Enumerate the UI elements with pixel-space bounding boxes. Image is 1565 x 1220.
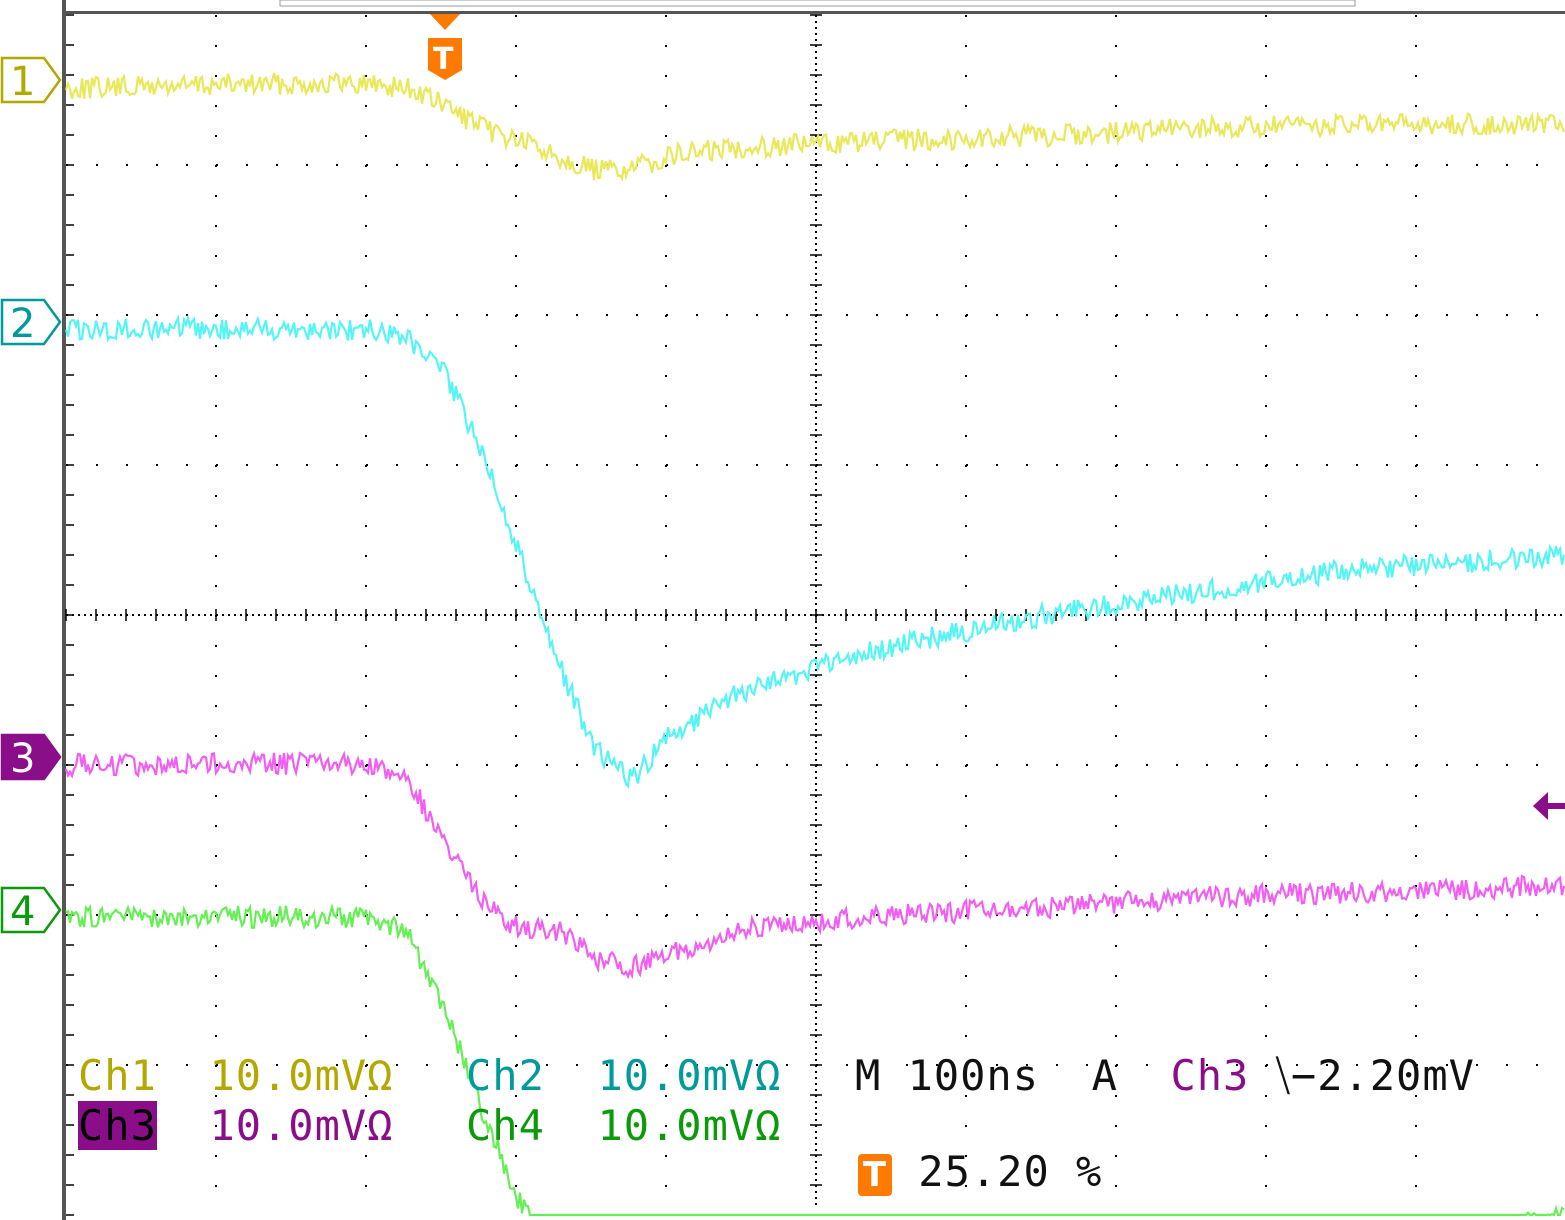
trigger-position-value: 25.20 %	[918, 1147, 1103, 1196]
ch1-scale: 10.0mVΩ	[209, 1051, 394, 1100]
ch4-readout: Ch4 10.0mVΩ	[466, 1102, 781, 1150]
trigger-slope-icon: ⧹	[1275, 1051, 1291, 1100]
trigger-source: Ch3	[1170, 1051, 1250, 1100]
channel-3-marker[interactable]: 3	[0, 733, 62, 782]
ch3-name: Ch3	[78, 1101, 157, 1150]
ch2-scale: 10.0mVΩ	[597, 1051, 782, 1100]
channel-4-marker[interactable]: 4	[0, 886, 62, 935]
channel-1-marker-label: 1	[10, 59, 35, 105]
channel-1-marker[interactable]: 1	[0, 56, 62, 105]
ch1-name: Ch1	[78, 1051, 157, 1100]
trigger-position-marker[interactable]: T	[428, 14, 462, 80]
trigger-level-arrow-icon[interactable]	[1533, 792, 1565, 820]
waveform-traces	[64, 71, 1565, 1217]
trigger-position-marker-label: T	[433, 42, 454, 77]
trigger-position-readout: T 25.20 %	[858, 1148, 1102, 1196]
ch3-trace	[64, 750, 1565, 980]
trigger-position-icon: T	[858, 1154, 892, 1196]
ch2-readout: Ch2 10.0mVΩ	[466, 1052, 781, 1100]
ch2-trace	[64, 314, 1565, 789]
ch4-scale: 10.0mVΩ	[597, 1101, 782, 1150]
ch3-readout: Ch3 10.0mVΩ	[78, 1101, 394, 1150]
channel-3-marker-label: 3	[10, 736, 35, 782]
trigger-mode: A	[1091, 1051, 1118, 1100]
ch2-name: Ch2	[466, 1051, 545, 1100]
graticule	[62, 0, 1565, 1220]
timebase-label: M 100ns	[855, 1051, 1040, 1100]
ch4-trace	[65, 902, 1565, 1217]
timebase-readout: M 100ns A Ch3 ⧹−2.20mV	[855, 1052, 1475, 1100]
ch4-name: Ch4	[466, 1101, 545, 1150]
channel-4-marker-label: 4	[10, 889, 35, 935]
ch1-trace	[64, 71, 1565, 182]
ch3-scale: 10.0mVΩ	[209, 1101, 394, 1150]
channel-2-marker-label: 2	[10, 301, 35, 347]
channel-markers: 1 2 3 4 T	[0, 14, 1565, 935]
channel-2-marker[interactable]: 2	[0, 298, 62, 347]
ch1-readout: Ch1 10.0mVΩ	[78, 1052, 393, 1100]
trigger-level: −2.20mV	[1290, 1051, 1475, 1100]
